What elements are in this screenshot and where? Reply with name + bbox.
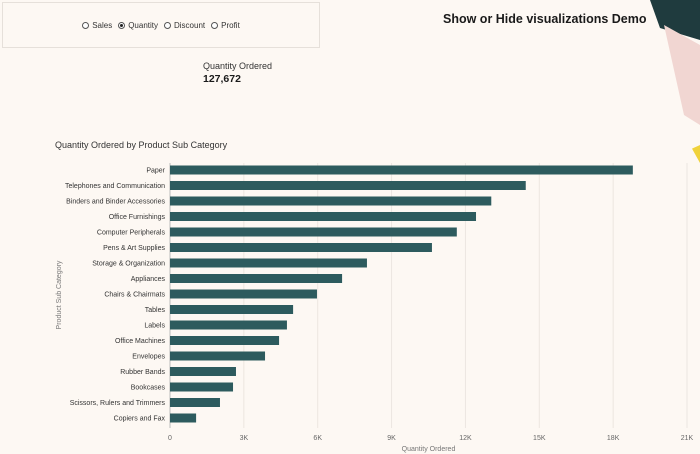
category-label: Telephones and Communication bbox=[65, 183, 165, 190]
bar bbox=[170, 165, 633, 175]
bar bbox=[170, 382, 234, 392]
category-label: Computer Peripherals bbox=[97, 230, 166, 237]
radio-button-icon[interactable] bbox=[118, 21, 126, 29]
decorative-shape-yellow bbox=[692, 145, 700, 163]
bar bbox=[170, 336, 280, 345]
category-label: Copiers and Fax bbox=[114, 416, 166, 423]
radio-label: Discount bbox=[174, 20, 206, 30]
category-label: Office Machines bbox=[115, 338, 166, 345]
radio-quantity[interactable]: Quantity bbox=[118, 21, 158, 30]
x-axis-title: Quantity Ordered bbox=[402, 446, 456, 453]
x-tick-label: 6K bbox=[313, 435, 322, 442]
bar bbox=[170, 320, 287, 330]
x-tick-label: 21K bbox=[681, 435, 694, 442]
bar bbox=[170, 413, 197, 423]
bar bbox=[170, 289, 317, 299]
radio-label: Quantity bbox=[128, 20, 158, 30]
bar bbox=[170, 367, 236, 376]
bar bbox=[170, 196, 492, 206]
radio-button-icon[interactable] bbox=[82, 21, 90, 29]
bar bbox=[170, 258, 367, 268]
radio-button-icon[interactable] bbox=[211, 21, 219, 29]
radio-label: Profit bbox=[221, 20, 240, 30]
category-label: Binders and Binder Accessories bbox=[66, 199, 165, 206]
radio-label: Sales bbox=[92, 20, 113, 30]
measure-filter: Sales Quantity Discount Profit bbox=[2, 2, 320, 48]
bar bbox=[170, 398, 220, 407]
category-label: Appliances bbox=[131, 276, 166, 283]
category-label: Chairs & Chairmats bbox=[104, 292, 165, 299]
x-tick-label: 9K bbox=[387, 435, 396, 442]
chart-title: Quantity Ordered by Product Sub Category bbox=[55, 140, 228, 150]
bar bbox=[170, 305, 294, 314]
category-label: Tables bbox=[145, 307, 166, 314]
radio-button-icon[interactable] bbox=[164, 21, 171, 29]
bar bbox=[170, 181, 526, 190]
bar bbox=[170, 212, 477, 221]
x-tick-label: 0 bbox=[168, 435, 172, 442]
bar bbox=[170, 351, 266, 361]
category-label: Bookcases bbox=[131, 385, 166, 392]
category-label: Envelopes bbox=[132, 354, 165, 361]
category-label: Scissors, Rulers and Trimmers bbox=[70, 400, 166, 407]
category-label: Pens & Art Supplies bbox=[103, 245, 165, 252]
x-tick-label: 3K bbox=[240, 435, 249, 442]
category-label: Rubber Bands bbox=[120, 369, 165, 376]
category-label: Labels bbox=[144, 323, 165, 330]
category-label: Storage & Organization bbox=[92, 261, 165, 268]
x-tick-label: 18K bbox=[607, 435, 620, 442]
page-title: Show or Hide visualizations Demo bbox=[443, 12, 647, 26]
category-label: Paper bbox=[146, 168, 165, 175]
radio-discount[interactable]: Discount bbox=[164, 21, 205, 30]
x-tick-label: 12K bbox=[459, 435, 472, 442]
category-label: Office Furnishings bbox=[109, 214, 166, 221]
bar bbox=[170, 274, 343, 283]
kpi-label: Quantity Ordered bbox=[203, 61, 273, 71]
kpi-value: 127,672 bbox=[203, 73, 241, 85]
y-axis-title: Product Sub Category bbox=[56, 260, 63, 329]
x-tick-label: 15K bbox=[533, 435, 546, 442]
bar bbox=[170, 227, 457, 237]
bar bbox=[170, 243, 432, 252]
radio-profit[interactable]: Profit bbox=[211, 21, 240, 30]
radio-sales[interactable]: Sales bbox=[82, 21, 112, 30]
